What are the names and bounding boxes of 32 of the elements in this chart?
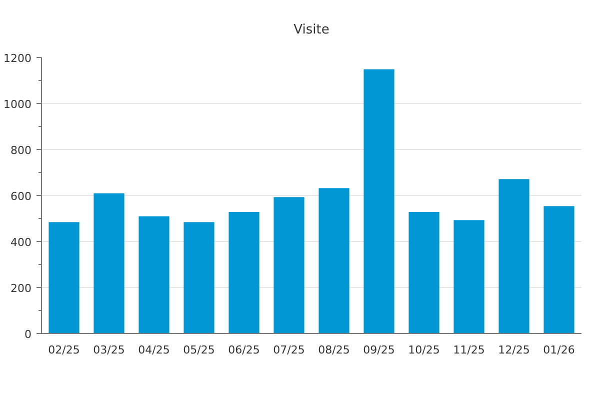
bar <box>48 222 80 334</box>
bar <box>408 212 440 334</box>
bar <box>498 179 530 334</box>
x-tick-label: 03/25 <box>93 344 125 356</box>
x-tick-label: 04/25 <box>138 344 170 356</box>
x-tick-label: 11/25 <box>453 344 485 356</box>
y-tick-label: 1000 <box>4 98 32 111</box>
y-tick-label: 800 <box>10 144 32 157</box>
bar <box>94 193 124 334</box>
bar <box>274 197 304 334</box>
chart-title: Visite <box>294 22 330 38</box>
x-tick-label: 10/25 <box>408 344 440 356</box>
y-tick-label: 600 <box>10 190 32 203</box>
bar <box>544 206 574 334</box>
x-tick-label: 05/25 <box>183 344 215 356</box>
x-tick-label: 06/25 <box>228 344 260 356</box>
y-tick-label: 1200 <box>4 52 32 65</box>
y-tick-label: 400 <box>10 236 32 249</box>
y-tick-label: 0 <box>24 328 32 341</box>
x-tick-label: 08/25 <box>318 344 350 356</box>
x-tick-label: 01/26 <box>543 344 575 356</box>
x-tick-label: 09/25 <box>363 344 395 356</box>
x-tick-label: 12/25 <box>498 344 530 356</box>
bar <box>228 212 260 334</box>
bar <box>454 220 484 334</box>
x-tick-label: 07/25 <box>273 344 305 356</box>
y-tick-label: 200 <box>10 282 32 295</box>
x-tick-label: 02/25 <box>48 344 80 356</box>
bar <box>364 69 394 334</box>
bar <box>318 188 350 334</box>
bar <box>184 222 214 334</box>
bar <box>138 216 170 334</box>
